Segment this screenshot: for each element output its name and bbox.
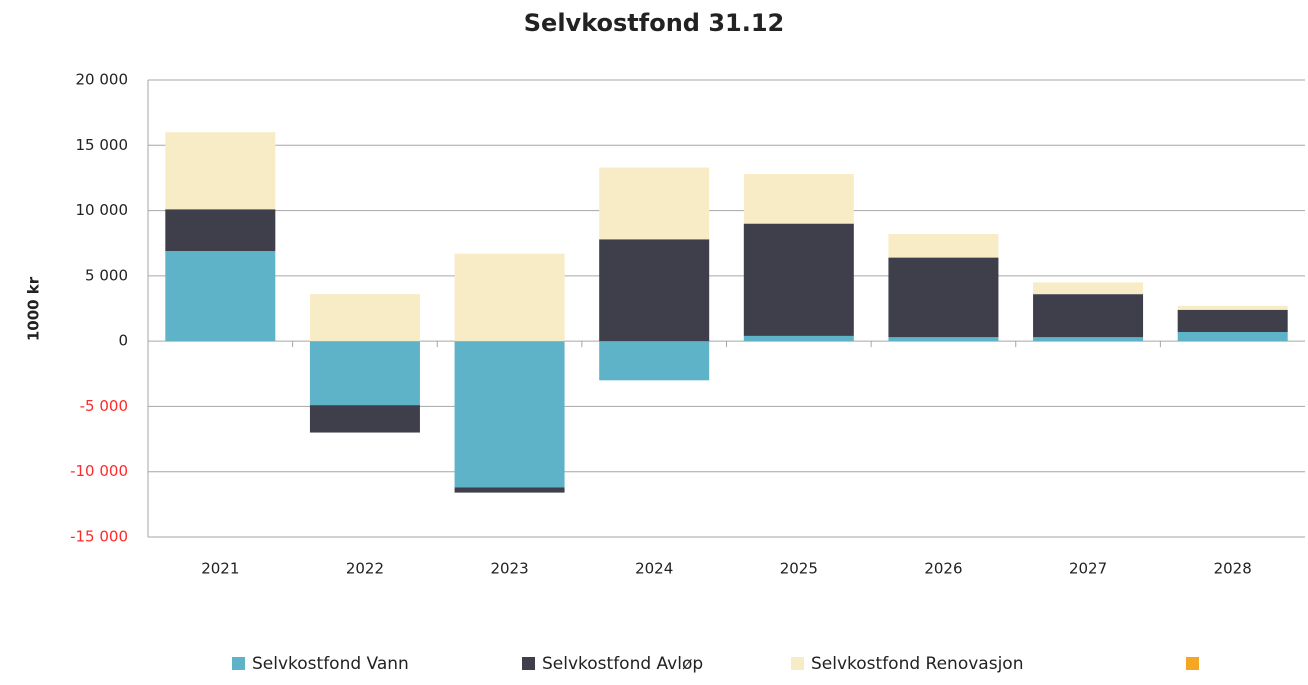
bar-segment: [743, 335, 854, 342]
bar-segment: [454, 487, 565, 493]
y-tick-label: 15 000: [76, 136, 129, 154]
x-tick-label: 2027: [1069, 560, 1107, 578]
legend-label: Selvkostfond Vann: [252, 654, 409, 674]
legend-swatch: [1186, 657, 1199, 670]
x-tick-label: 2028: [1214, 560, 1252, 578]
bar-segment: [599, 167, 710, 240]
bar-segment: [1177, 309, 1288, 333]
bar-segment: [1033, 282, 1144, 295]
bar-segment: [1177, 332, 1288, 342]
bar-segment: [165, 251, 276, 342]
x-tick-label: 2025: [780, 560, 818, 578]
y-tick-label: -15 000: [70, 528, 128, 546]
bar-segment: [165, 132, 276, 210]
bar-segment: [165, 209, 276, 252]
chart-title: Selvkostfond 31.12: [524, 9, 784, 37]
y-axis-label: 1000 kr: [25, 276, 43, 341]
y-tick-label: -5 000: [80, 397, 128, 415]
legend-swatch: [232, 657, 245, 670]
bar-segment: [454, 341, 565, 488]
bar-segment: [309, 294, 420, 342]
bar-segment: [454, 253, 565, 342]
bar-segment: [743, 174, 854, 224]
bar-segment: [1177, 305, 1288, 310]
y-tick-label: 0: [118, 332, 128, 350]
y-tick-label: 5 000: [85, 266, 128, 284]
bar-segment: [888, 234, 999, 258]
x-tick-label: 2021: [201, 560, 239, 578]
legend-label: Selvkostfond Avløp: [542, 654, 703, 674]
x-tick-label: 2022: [346, 560, 384, 578]
bar-segment: [888, 337, 999, 342]
bar-segment: [1033, 337, 1144, 342]
y-tick-label: 20 000: [76, 71, 129, 89]
x-tick-label: 2024: [635, 560, 673, 578]
y-tick-label: 10 000: [76, 201, 129, 219]
bar-segment: [599, 341, 710, 381]
x-tick-label: 2023: [490, 560, 528, 578]
bar-segment: [309, 341, 420, 406]
bar-segment: [1033, 294, 1144, 338]
bar-segment: [309, 405, 420, 433]
bar-segment: [599, 239, 710, 342]
legend-label: Selvkostfond Renovasjon: [811, 654, 1023, 674]
bar-segment: [888, 257, 999, 338]
bar-segment: [743, 223, 854, 336]
legend-swatch: [791, 657, 804, 670]
y-tick-label: -10 000: [70, 462, 128, 480]
x-tick-label: 2026: [924, 560, 962, 578]
legend-swatch: [522, 657, 535, 670]
